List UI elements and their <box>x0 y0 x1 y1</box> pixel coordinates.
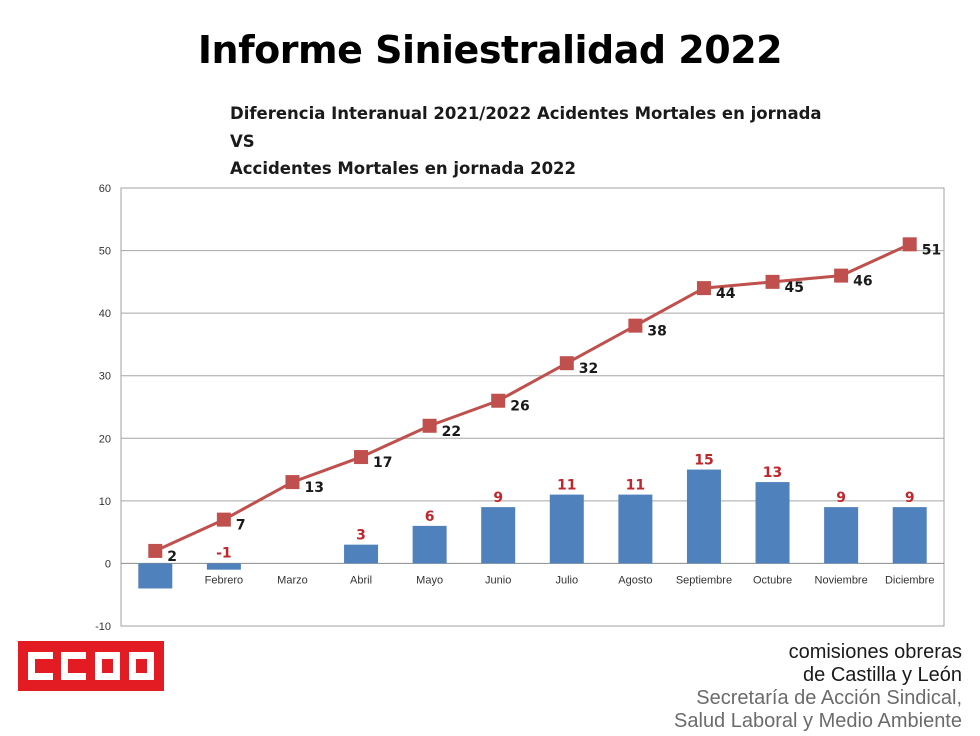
bar <box>412 525 447 564</box>
org-line-2: de Castilla y León <box>803 664 962 686</box>
bar-data-label: 9 <box>493 490 503 506</box>
line-marker <box>902 237 917 252</box>
y-tick-label: 60 <box>99 183 111 195</box>
y-tick-label: 30 <box>99 371 111 383</box>
bar-data-label: 9 <box>836 490 846 506</box>
bar <box>755 482 790 564</box>
line-data-label: 22 <box>442 424 461 440</box>
combo-chart: -10 0 10 20 30 40 50 60 Febrero Marzo Abril Mayo Jun… <box>95 183 945 633</box>
organization-info: comisiones obreras de Castilla y León Se… <box>674 641 962 733</box>
bar-data-label: 13 <box>763 465 782 481</box>
x-tick-label: Diciembre <box>885 574 935 586</box>
line-marker <box>354 450 369 465</box>
y-tick-label: 40 <box>99 308 111 320</box>
bar-data-label: 11 <box>626 478 645 494</box>
bar <box>549 494 584 564</box>
line-marker <box>765 274 780 289</box>
x-tick-label: Septiembre <box>676 574 732 586</box>
line-series <box>154 242 911 553</box>
line-marker <box>559 356 574 371</box>
bar <box>206 563 241 570</box>
x-tick-label: Agosto <box>618 574 652 586</box>
x-tick-label: Abril <box>350 574 372 586</box>
line-data-label: 51 <box>922 242 941 258</box>
bar-data-label: 9 <box>905 490 915 506</box>
line-data-label: 38 <box>647 324 666 340</box>
bar <box>344 544 379 564</box>
line-marker <box>422 418 437 433</box>
y-tick-label: 20 <box>99 433 111 445</box>
bar-data-label: 6 <box>425 509 435 525</box>
bar-data-label: -1 <box>216 545 232 561</box>
line-data-label: 2 <box>167 549 177 565</box>
line-data-label: 26 <box>510 399 529 415</box>
line-data-label: 13 <box>304 480 323 496</box>
x-tick-label: Junio <box>485 574 511 586</box>
page-title: Informe Siniestralidad 2022 <box>197 28 783 72</box>
bar <box>892 507 927 564</box>
line-data-label: 32 <box>579 361 598 377</box>
line-marker <box>696 281 711 296</box>
bar <box>686 469 721 564</box>
bar-data-label: 11 <box>557 478 576 494</box>
chart-subtitle-line-3: Accidentes Mortales en jornada 2022 <box>230 159 577 178</box>
line-marker <box>285 475 300 490</box>
y-tick-label: -10 <box>95 621 111 633</box>
x-tick-label: Mayo <box>416 574 443 586</box>
x-tick-label: Marzo <box>277 574 308 586</box>
bar-data-label: 3 <box>356 528 366 544</box>
ccoo-logo <box>18 641 164 691</box>
x-tick-label: Noviembre <box>815 574 868 586</box>
y-tick-label: 50 <box>99 246 111 258</box>
bar <box>824 507 859 564</box>
line-marker <box>834 268 849 283</box>
line-data-label: 46 <box>853 274 872 290</box>
line-marker <box>148 543 163 558</box>
line-data-label: 17 <box>373 455 392 471</box>
bar <box>138 563 173 589</box>
y-tick-label: 10 <box>99 496 111 508</box>
chart-subtitle-line-2: VS <box>230 132 255 151</box>
org-line-3: Secretaría de Acción Sindical, <box>696 687 962 709</box>
org-line-4: Salud Laboral y Medio Ambiente <box>674 710 962 732</box>
chart-subtitle-line-1: Diferencia Interanual 2021/2022 Acidente… <box>230 104 822 123</box>
y-tick-label: 0 <box>105 558 111 570</box>
bar <box>618 494 653 564</box>
x-tick-label: Febrero <box>205 574 244 586</box>
bar <box>481 507 516 564</box>
bar-data-label: 15 <box>694 453 713 469</box>
line-data-label: 7 <box>236 518 246 534</box>
line-marker <box>491 393 506 408</box>
line-data-label: 45 <box>785 280 804 296</box>
line-data-label: 44 <box>716 286 736 302</box>
line-marker <box>216 512 231 527</box>
x-tick-label: Julio <box>555 574 578 586</box>
line-marker <box>628 318 643 333</box>
org-line-1: comisiones obreras <box>788 641 962 663</box>
plot-area <box>120 187 945 627</box>
x-tick-label: Octubre <box>753 574 792 586</box>
